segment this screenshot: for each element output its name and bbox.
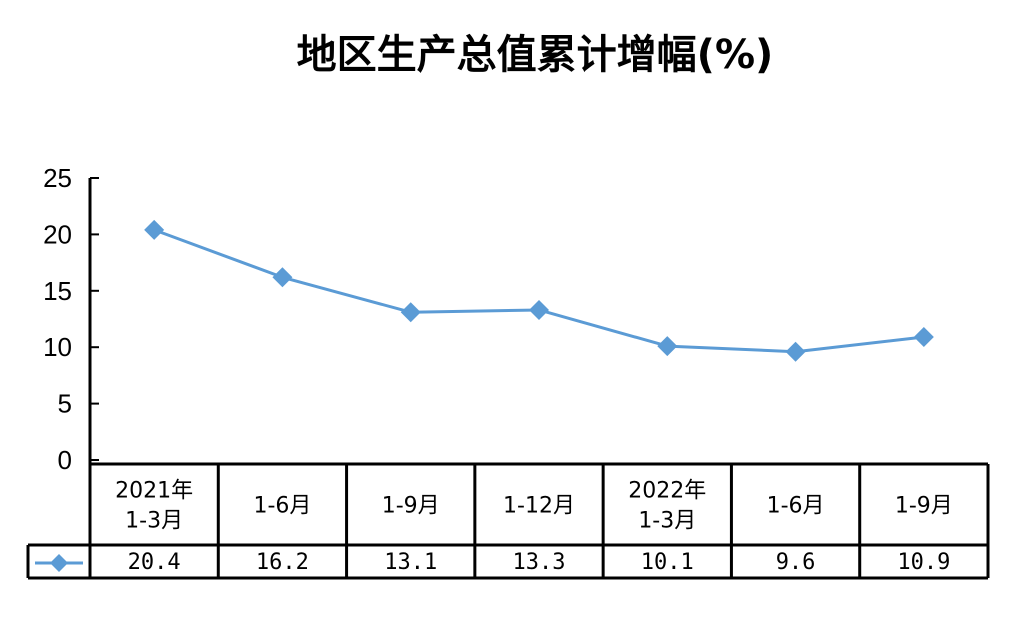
data-point-marker: [144, 219, 165, 240]
data-value-label: 20.4: [128, 550, 181, 575]
data-value-label: 13.1: [384, 550, 437, 575]
data-value-label: 9.6: [776, 550, 816, 575]
category-label: 2022年: [628, 479, 706, 504]
legend-key-marker: [50, 554, 68, 572]
y-tick-label: 10: [43, 332, 72, 362]
data-value-label: 10.1: [641, 550, 694, 575]
y-tick-label: 20: [43, 219, 72, 249]
data-point-marker: [400, 302, 421, 323]
data-point-marker: [657, 336, 678, 357]
data-table: 2021年 1-3月 1-6月 1-9月 1-12月 2022年 1-3月 1-6月 1-9月 2…: [26, 462, 990, 580]
category-label: 1-3月: [638, 509, 696, 534]
data-value-label: 13.3: [513, 550, 566, 575]
category-label: 1-3月: [125, 509, 183, 534]
data-point-marker: [529, 299, 549, 320]
data-value-label: 16.2: [256, 550, 309, 575]
data-point-marker: [272, 267, 293, 288]
y-tick-label: 15: [43, 276, 72, 306]
category-label: 2021年: [115, 479, 193, 504]
category-label: 1-9月: [382, 494, 440, 519]
data-point-marker: [913, 327, 934, 348]
series-line: [153, 228, 925, 354]
y-tick-label: 5: [58, 389, 72, 419]
data-value-label: 10.9: [897, 550, 950, 575]
chart-title: 地区生产总值累计增幅(%): [297, 32, 774, 78]
category-label: 1-9月: [895, 494, 953, 519]
category-label: 1-12月: [503, 494, 575, 519]
data-point-marker: [785, 341, 806, 362]
category-label: 1-6月: [253, 494, 311, 519]
y-axis: 0 5 10 15 20 25: [43, 163, 99, 475]
y-tick-label: 25: [43, 163, 72, 193]
series-line-group: [144, 219, 934, 362]
y-tick-label: 0: [58, 445, 72, 475]
category-label: 1-6月: [767, 494, 825, 519]
